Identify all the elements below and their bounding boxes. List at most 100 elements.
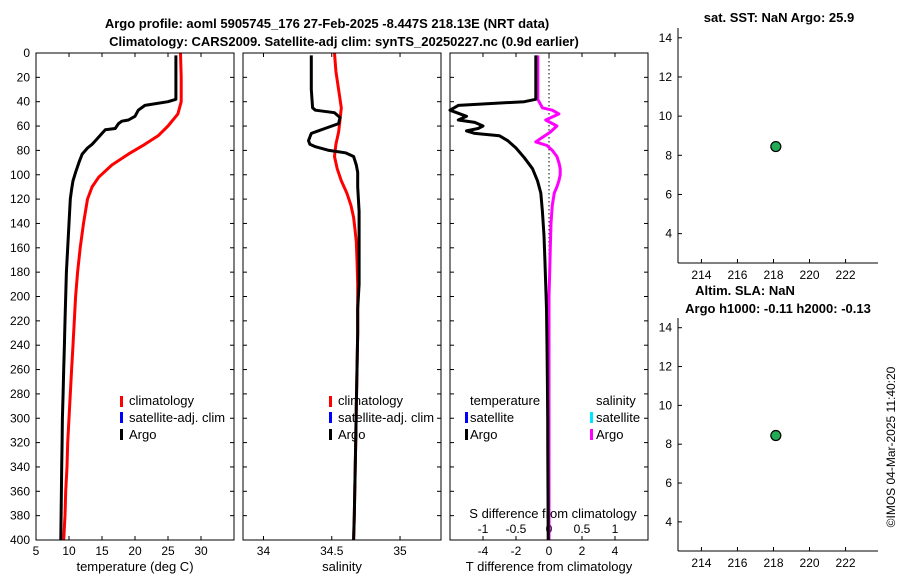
x-tick-label: 0 — [546, 544, 553, 558]
x-tick-label: 214 — [691, 268, 711, 282]
legend-swatch-satellite-adj — [329, 412, 332, 423]
legend-label-sal-satellite: satellite — [596, 410, 640, 425]
x-tick-label: 222 — [836, 556, 856, 570]
y-tick-label: 260 — [10, 363, 30, 377]
y-tick-label: 14 — [659, 31, 673, 45]
x-tick-label: 20 — [128, 544, 142, 558]
legend-swatch-temp-satellite — [465, 412, 468, 423]
legend-label-climatology: climatology — [338, 393, 404, 408]
y-tick-label: 140 — [10, 216, 30, 230]
axes-frame — [449, 52, 649, 541]
top-x-tick-label: 1 — [612, 522, 619, 536]
y-tick-label: 4 — [665, 227, 672, 241]
y-tick-label: 160 — [10, 241, 30, 255]
y-tick-label: 300 — [10, 411, 30, 425]
legend-swatch-climatology — [329, 396, 332, 407]
legend-label-satellite-adj: satellite-adj. clim — [129, 410, 225, 425]
x-tick-label: 2 — [579, 544, 586, 558]
x-tick-label: 25 — [161, 544, 175, 558]
legend-swatch-climatology — [120, 396, 123, 407]
sla-panel: 4 6 8 10 12 14 214 216 218 220 222 — [659, 318, 878, 570]
y-tick-label: 10 — [659, 398, 673, 412]
y-tick-label: 8 — [665, 437, 672, 451]
x-tick-label: 10 — [62, 544, 76, 558]
y-tick-label: 12 — [659, 70, 673, 84]
series-line-climatology — [62, 52, 183, 541]
top-x-tick-label: -1 — [478, 522, 489, 536]
y-tick-label: 100 — [10, 168, 30, 182]
profile-location-point — [770, 429, 782, 442]
legend-swatch-argo — [329, 429, 332, 440]
temperature-panel: 0 20 40 60 80 100 120 140 160 180 200 220 240 260 280 3… — [10, 46, 235, 574]
x-tick-label: 35 — [393, 544, 407, 558]
x-tick-label: 220 — [800, 556, 820, 570]
y-tick-label: 14 — [659, 321, 673, 335]
y-tick-label: 340 — [10, 460, 30, 474]
x-tick-label: 218 — [763, 556, 783, 570]
figure-title-line-1: Argo profile: aoml 5905745_176 27-Feb-20… — [105, 16, 549, 31]
x-tick-label: 220 — [800, 268, 820, 282]
x-tick-label: 34 — [257, 544, 271, 558]
legend-swatch-satellite-adj — [120, 412, 123, 423]
legend-label-argo: Argo — [338, 427, 365, 442]
y-tick-label: 120 — [10, 192, 30, 206]
difference-legend: temperature salinity satellite Argo sate… — [465, 393, 640, 442]
y-tick-label: 80 — [17, 143, 31, 157]
legend-title-temperature: temperature — [470, 393, 540, 408]
figure-title-line-2: Climatology: CARS2009. Satellite-adj cli… — [109, 34, 579, 49]
x-tick-label: 34.5 — [320, 544, 344, 558]
y-tick-label: 6 — [665, 476, 672, 490]
y-tick-label: 380 — [10, 509, 30, 523]
y-tick-label: 4 — [665, 515, 672, 529]
series-line-argo — [59, 55, 178, 541]
top-x-tick-label: -0.5 — [506, 522, 527, 536]
x-tick-label: 216 — [727, 268, 747, 282]
y-tick-label: 320 — [10, 436, 30, 450]
legend-label-temp-argo: Argo — [470, 427, 497, 442]
x-tick-label: 216 — [727, 556, 747, 570]
y-tick-label: 10 — [659, 109, 673, 123]
imos-watermark: ©IMOS 04-Mar-2025 11:40:20 — [884, 366, 898, 527]
sla-panel-title-line-2: Argo h1000: -0.11 h2000: -0.13 — [685, 301, 871, 316]
legend-swatch-sal-argo — [590, 429, 593, 440]
legend-label-climatology: climatology — [129, 393, 195, 408]
series-line-s-difference — [534, 55, 562, 540]
y-tick-label: 280 — [10, 387, 30, 401]
x-tick-label: 214 — [691, 556, 711, 570]
y-tick-label: 0 — [23, 46, 30, 60]
sla-panel-title-line-1: Altim. SLA: NaN — [695, 283, 795, 298]
y-tick-label: 200 — [10, 290, 30, 304]
y-tick-label: 40 — [17, 95, 31, 109]
x-tick-label: 218 — [763, 268, 783, 282]
top-x-tick-label: 0.5 — [574, 522, 591, 536]
legend-swatch-sal-satellite — [590, 412, 593, 423]
y-tick-label: 400 — [10, 533, 30, 547]
legend-label-sal-argo: Argo — [596, 427, 623, 442]
legend-swatch-temp-argo — [465, 429, 468, 440]
axes-frame — [35, 52, 235, 541]
sst-panel-title: sat. SST: NaN Argo: 25.9 — [704, 10, 855, 25]
temperature-legend: climatology satellite-adj. clim Argo — [120, 393, 225, 442]
salinity-legend: climatology satellite-adj. clim Argo — [329, 393, 434, 442]
y-tick-label: 12 — [659, 360, 673, 374]
legend-label-argo: Argo — [129, 427, 156, 442]
y-tick-label: 180 — [10, 265, 30, 279]
axes-frame — [242, 52, 442, 541]
x-axis-label: T difference from climatology — [466, 559, 633, 574]
legend-label-satellite-adj: satellite-adj. clim — [338, 410, 434, 425]
y-tick-label: 20 — [17, 70, 31, 84]
x-axis-label: temperature (deg C) — [76, 559, 193, 574]
y-tick-label: 220 — [10, 314, 30, 328]
y-tick-label: 60 — [17, 119, 31, 133]
legend-label-temp-satellite: satellite — [470, 410, 514, 425]
x-tick-label: 30 — [194, 544, 208, 558]
y-tick-label: 240 — [10, 338, 30, 352]
profile-location-point — [770, 140, 782, 153]
x-axis-label: salinity — [322, 559, 362, 574]
difference-panel: -4 -2 0 2 4T difference from climatology -1 -0… — [448, 52, 649, 574]
x-tick-label: -4 — [478, 544, 489, 558]
x-tick-label: -2 — [511, 544, 522, 558]
y-tick-label: 8 — [665, 148, 672, 162]
x-tick-label: 15 — [95, 544, 109, 558]
